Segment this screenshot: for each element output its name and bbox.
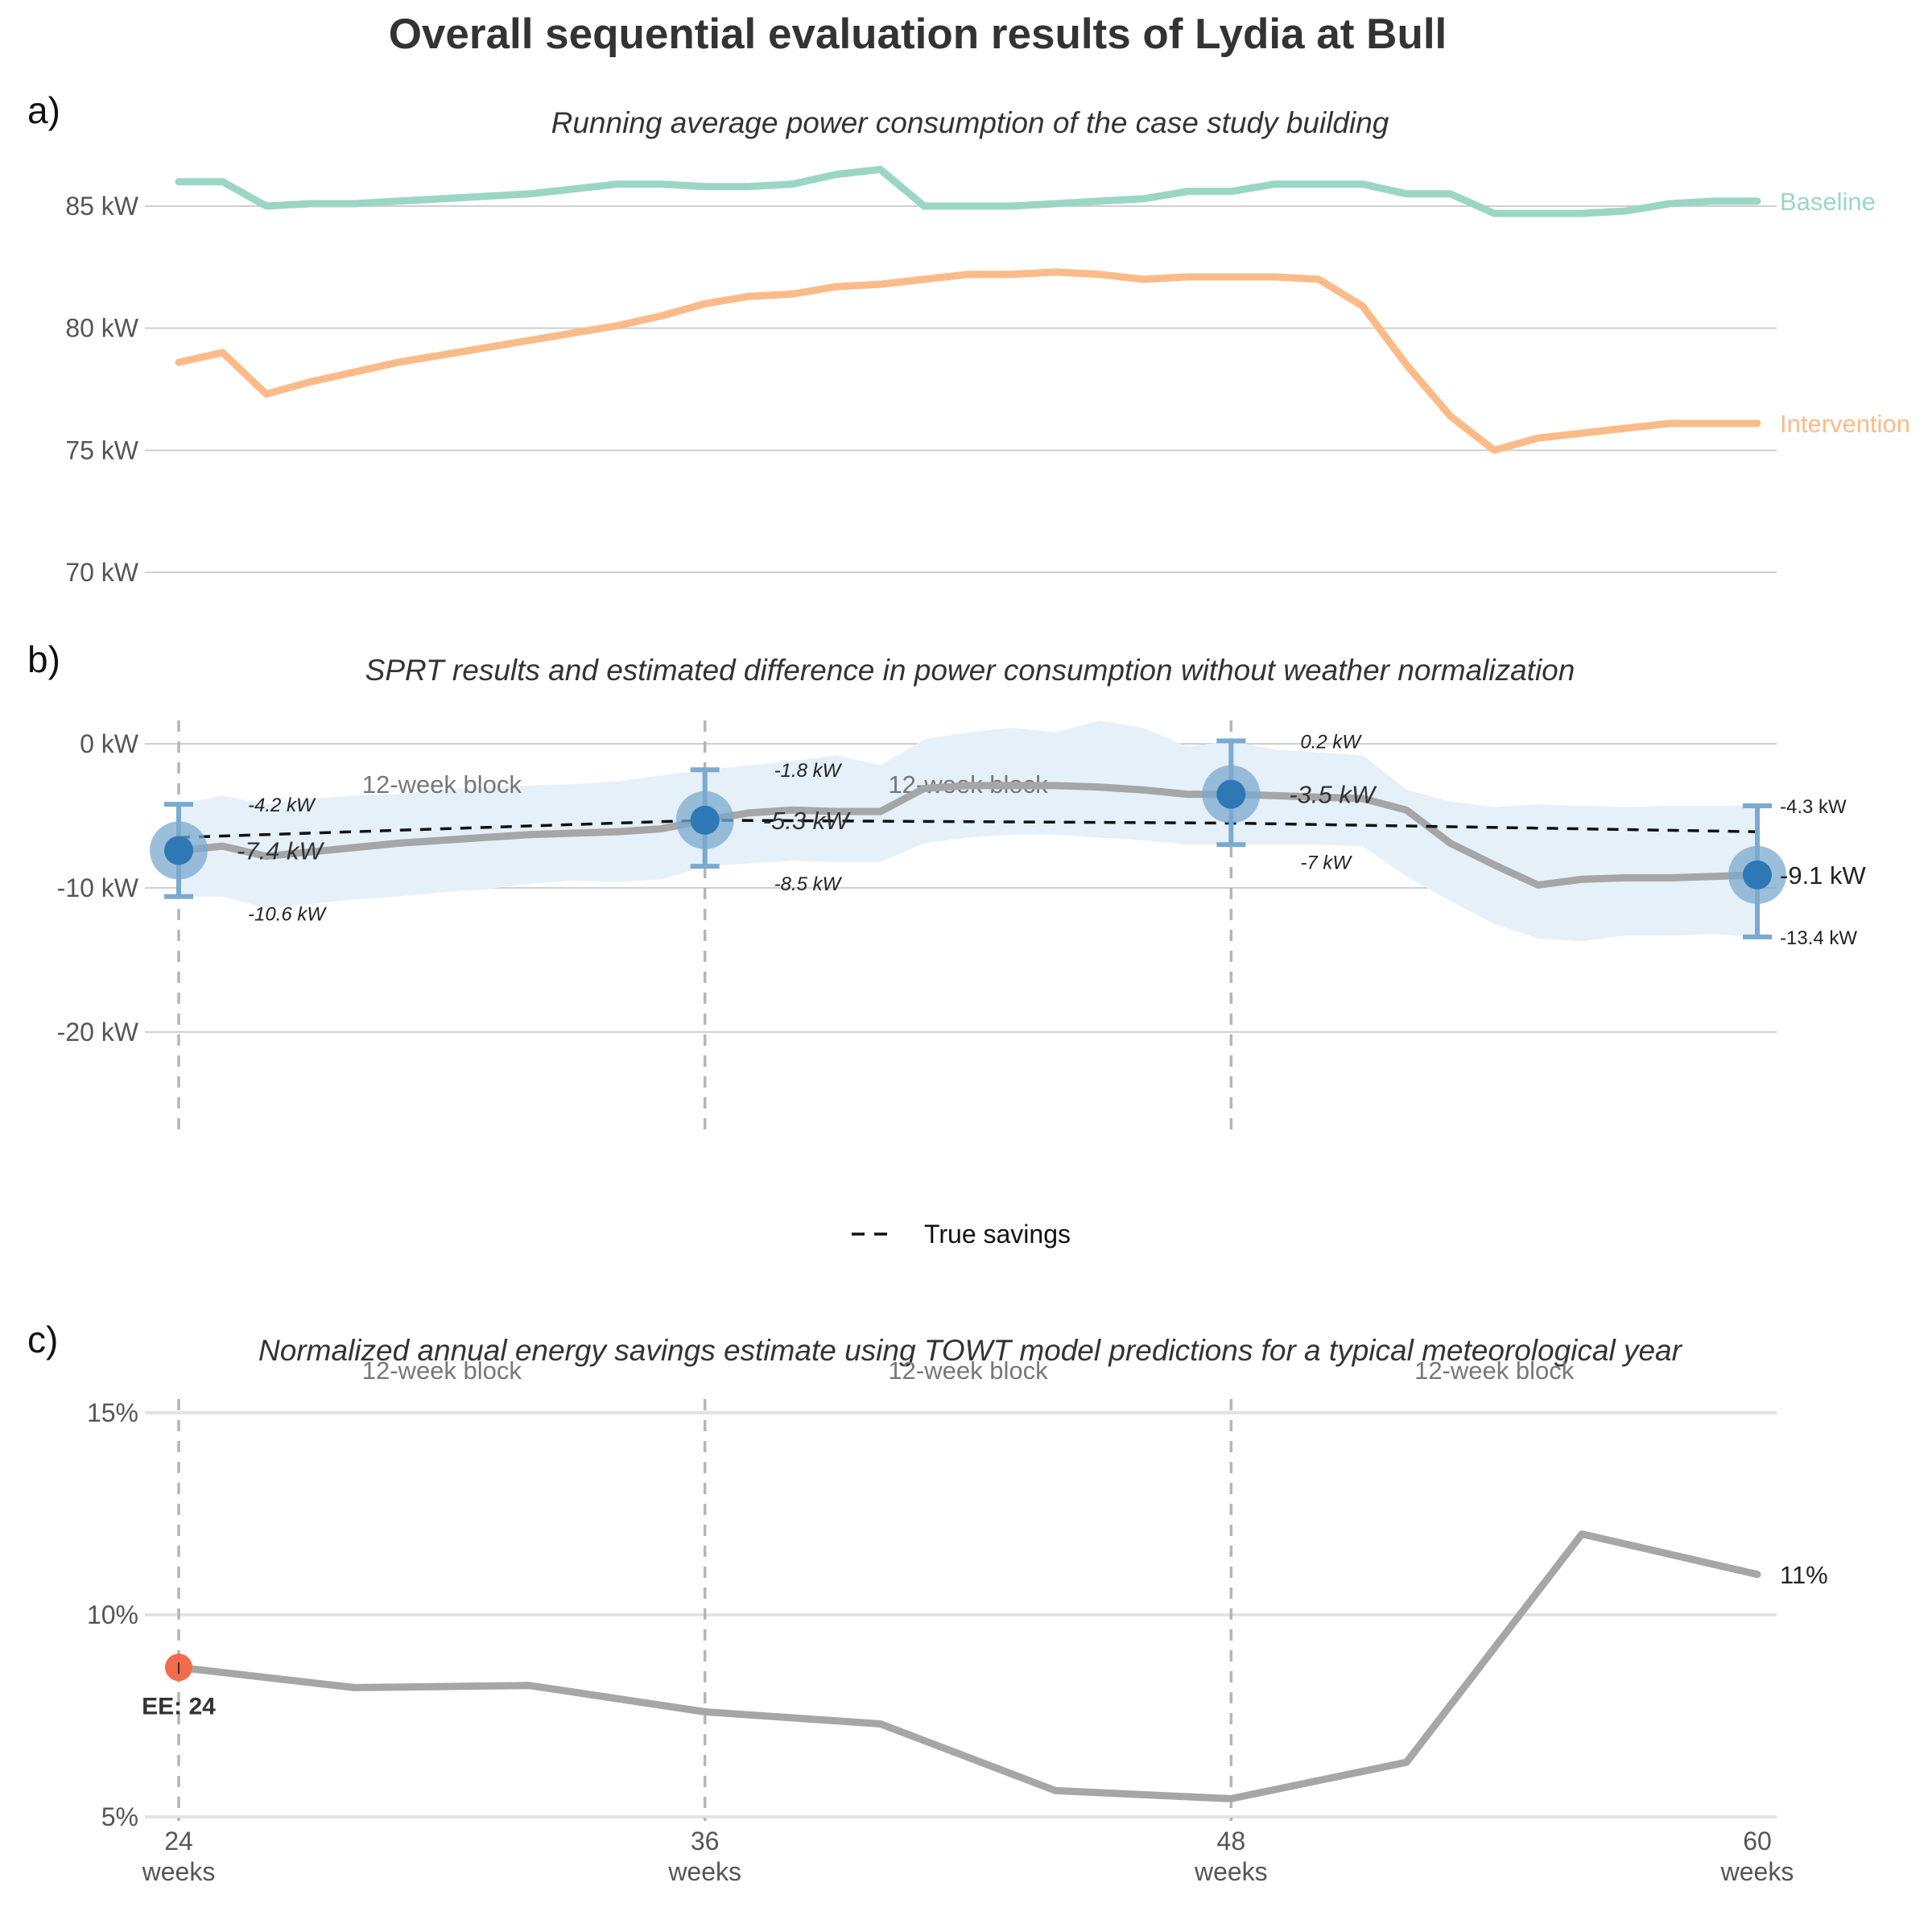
- b-sprt-point: [1216, 779, 1246, 809]
- c-y-tick-label: 15%: [87, 1398, 138, 1427]
- c-block-label: 12-week block: [1414, 1356, 1575, 1385]
- c-end-value-label: 11%: [1780, 1561, 1828, 1589]
- b-sprt-point: [1743, 860, 1772, 890]
- b-sprt-lower-label: -13.4 kW: [1780, 927, 1857, 949]
- panel-a: a) Running average power consumption of …: [27, 89, 1910, 587]
- c-y-tick-label: 10%: [87, 1600, 138, 1629]
- c-x-tick-unit: weeks: [1194, 1857, 1268, 1886]
- b-estimate-line: [175, 782, 1761, 889]
- c-x-tick-label: 48: [1217, 1827, 1246, 1856]
- a-series-baseline-line: [175, 166, 1761, 217]
- b-true-savings-line: [178, 819, 1758, 840]
- c-x-tick-unit: weeks: [1720, 1857, 1794, 1886]
- b-sprt-upper-label: -4.2 kW: [248, 795, 316, 816]
- b-sprt-lower-label: -7 kW: [1300, 852, 1352, 873]
- b-sprt-upper-label: -1.8 kW: [774, 760, 843, 782]
- b-sprt-upper-label: -4.3 kW: [1780, 796, 1847, 818]
- b-block-label: 12-week block: [362, 770, 522, 799]
- legend-true-savings-label: True savings: [924, 1220, 1071, 1249]
- a-y-tick-label: 70 kW: [65, 558, 138, 587]
- b-sprt-lower-label: -10.6 kW: [248, 904, 327, 926]
- a-y-tick-label: 75 kW: [65, 436, 138, 464]
- a-series-intervention-line: [175, 268, 1761, 454]
- b-y-tick-label: -20 kW: [57, 1018, 139, 1046]
- panel-a-letter: a): [27, 89, 60, 131]
- panel-c-letter: c): [27, 1319, 58, 1360]
- c-block-label: 12-week block: [888, 1356, 1048, 1385]
- panel-b-letter: b): [27, 638, 60, 680]
- b-sprt-point: [690, 805, 720, 835]
- c-estimate-line: [175, 1530, 1761, 1802]
- a-series-baseline-label: Baseline: [1780, 188, 1876, 216]
- a-y-tick-label: 80 kW: [65, 314, 138, 343]
- panel-c: c) Normalized annual energy savings esti…: [27, 1319, 1828, 1886]
- b-y-tick-label: -10 kW: [57, 873, 139, 902]
- b-sprt-lower-label: -8.5 kW: [774, 873, 843, 895]
- b-y-tick-label: 0 kW: [80, 729, 139, 758]
- c-early-end-label: EE: 24: [142, 1693, 216, 1719]
- b-confidence-band: [179, 720, 1757, 942]
- b-sprt-point: [164, 836, 193, 865]
- b-sprt-estimate-label: -7.4 kW: [237, 836, 325, 865]
- panel-c-subtitle: Normalized annual energy savings estimat…: [258, 1334, 1683, 1367]
- b-sprt-estimate-label: -5.3 kW: [763, 807, 852, 835]
- b-sprt-upper-label: 0.2 kW: [1300, 731, 1362, 753]
- legend: True savings: [852, 1220, 1071, 1249]
- c-x-tick-label: 24: [164, 1827, 193, 1856]
- c-x-tick-label: 36: [691, 1827, 720, 1856]
- b-sprt-estimate-label: -3.5 kW: [1289, 781, 1377, 809]
- a-series-intervention-label: Intervention: [1780, 410, 1910, 438]
- panel-b-subtitle: SPRT results and estimated difference in…: [365, 654, 1575, 687]
- b-sprt-estimate-label: -9.1 kW: [1780, 861, 1867, 890]
- c-x-tick-unit: weeks: [142, 1857, 216, 1886]
- panel-b: b) SPRT results and estimated difference…: [27, 638, 1867, 1139]
- c-y-tick-label: 5%: [101, 1802, 138, 1831]
- c-block-label: 12-week block: [362, 1356, 522, 1385]
- figure-title: Overall sequential evaluation results of…: [389, 10, 1447, 58]
- panel-a-subtitle: Running average power consumption of the…: [551, 106, 1389, 139]
- c-x-tick-label: 60: [1743, 1827, 1772, 1856]
- a-y-tick-label: 85 kW: [65, 192, 138, 221]
- c-x-tick-unit: weeks: [667, 1857, 741, 1886]
